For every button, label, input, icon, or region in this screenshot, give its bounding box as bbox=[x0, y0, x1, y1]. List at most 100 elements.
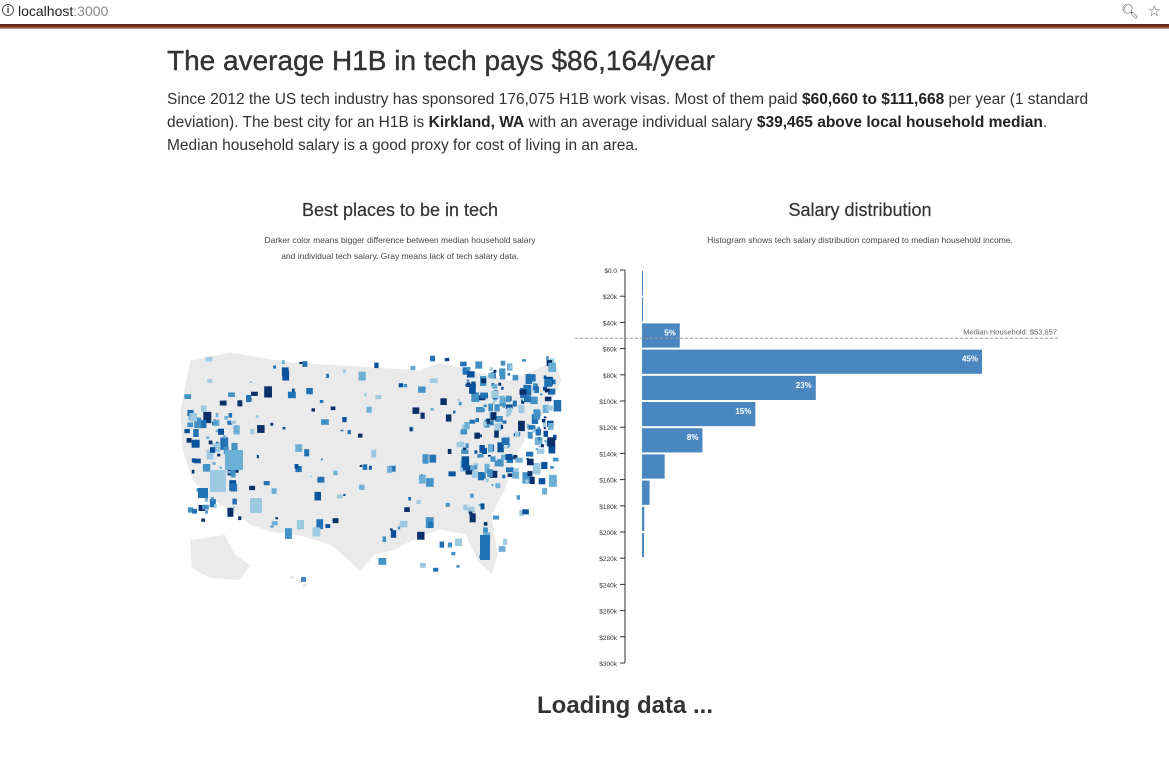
county-cell bbox=[255, 415, 259, 419]
county-cell bbox=[358, 371, 366, 381]
county-cell bbox=[294, 464, 299, 469]
county-cell bbox=[552, 457, 559, 462]
county-cell bbox=[273, 365, 276, 369]
county-cell bbox=[509, 365, 512, 369]
county-cell bbox=[465, 443, 469, 449]
county-cell bbox=[506, 446, 509, 449]
county-cell bbox=[527, 458, 534, 466]
county-cell bbox=[471, 392, 480, 402]
county-cell bbox=[489, 470, 498, 478]
county-cell bbox=[209, 499, 216, 508]
county-cell bbox=[471, 470, 479, 478]
county-cell bbox=[332, 518, 339, 524]
county-cell bbox=[403, 384, 408, 388]
county-cell bbox=[250, 429, 255, 435]
histogram-bar bbox=[642, 480, 650, 505]
county-cell bbox=[206, 449, 214, 460]
county-cell bbox=[408, 497, 411, 501]
county-cell bbox=[257, 425, 265, 433]
county-cell bbox=[489, 367, 493, 371]
county-cell bbox=[536, 448, 545, 454]
map-description: Darker color means bigger difference bet… bbox=[264, 235, 536, 261]
county-cell bbox=[543, 430, 548, 437]
county-cell bbox=[275, 517, 278, 520]
county-cell bbox=[469, 419, 476, 424]
county-cell bbox=[205, 356, 213, 362]
histogram-description: Histogram shows tech salary distribution… bbox=[707, 235, 1013, 245]
county-cell bbox=[522, 359, 526, 362]
county-cell bbox=[516, 495, 520, 500]
county-cell bbox=[502, 420, 507, 424]
county-cell bbox=[256, 455, 259, 459]
us-map[interactable] bbox=[170, 340, 570, 600]
county-cell bbox=[491, 390, 499, 399]
county-cell bbox=[456, 441, 465, 448]
county-cell bbox=[550, 379, 556, 385]
county-cell bbox=[502, 405, 505, 408]
county-cell bbox=[470, 493, 474, 498]
county-cell bbox=[547, 437, 556, 447]
county-cell bbox=[530, 396, 538, 405]
county-cell bbox=[512, 400, 517, 407]
county-cell bbox=[202, 464, 211, 472]
county-cell bbox=[215, 413, 219, 418]
county-cell bbox=[228, 413, 233, 418]
browser-address-bar[interactable]: i localhost:3000 🔍︎ ☆ bbox=[0, 0, 1169, 24]
county-cell bbox=[336, 494, 343, 499]
county-cell bbox=[522, 509, 529, 515]
county-cell bbox=[359, 465, 363, 467]
county-cell bbox=[546, 356, 549, 361]
county-cell bbox=[366, 406, 372, 413]
county-cell bbox=[532, 386, 539, 393]
county-cell bbox=[463, 504, 468, 511]
county-cell bbox=[364, 392, 367, 397]
county-cell bbox=[489, 421, 494, 426]
county-cell bbox=[194, 417, 202, 429]
salary-histogram: $0.0 $20k $40k $60k $80k $100k $120k $140k $160k… bbox=[575, 268, 1060, 668]
county-cell bbox=[518, 404, 525, 414]
county-cell bbox=[541, 461, 548, 470]
county-cell bbox=[507, 473, 514, 477]
county-cell bbox=[430, 408, 434, 411]
url-text[interactable]: localhost:3000 bbox=[18, 3, 109, 19]
county-cell bbox=[445, 414, 452, 422]
county-cell bbox=[282, 427, 286, 430]
county-cell bbox=[187, 507, 194, 513]
zoom-icon[interactable]: 🔍︎ bbox=[1121, 3, 1139, 19]
y-tick-label: $280k bbox=[599, 635, 617, 642]
star-icon[interactable]: ☆ bbox=[1147, 3, 1161, 20]
county-cell bbox=[264, 386, 272, 398]
county-cell bbox=[358, 433, 363, 438]
county-cell bbox=[503, 446, 506, 449]
county-cell bbox=[528, 425, 536, 430]
county-cell bbox=[487, 469, 493, 477]
county-cell bbox=[416, 500, 421, 504]
county-cell bbox=[520, 399, 524, 402]
county-cell bbox=[490, 456, 496, 462]
site-info-icon[interactable]: i bbox=[2, 4, 14, 16]
county-cell bbox=[184, 428, 190, 434]
county-cell bbox=[191, 458, 196, 463]
county-cell bbox=[475, 361, 483, 369]
county-cell bbox=[312, 527, 321, 537]
county-cell bbox=[374, 362, 379, 369]
county-cell bbox=[191, 439, 200, 448]
county-cell bbox=[492, 384, 498, 389]
county-cell bbox=[203, 411, 212, 424]
county-cell bbox=[231, 442, 238, 451]
county-cell bbox=[343, 369, 346, 374]
histogram-bar bbox=[642, 533, 644, 558]
county-cell bbox=[483, 421, 487, 427]
bar-label: 5% bbox=[664, 328, 676, 337]
y-tick-label: $260k bbox=[599, 609, 617, 616]
page-headline: The average H1B in tech pays $86,164/yea… bbox=[167, 45, 715, 76]
county-cell bbox=[326, 373, 329, 378]
y-tick-label: $0.0 bbox=[604, 268, 617, 275]
county-cell bbox=[474, 465, 477, 470]
county-cell bbox=[249, 381, 252, 383]
county-cell bbox=[198, 505, 206, 511]
county-cell bbox=[493, 369, 497, 373]
y-tick-label: $140k bbox=[599, 451, 617, 458]
county-cell bbox=[515, 457, 523, 463]
histogram-bar bbox=[642, 506, 645, 531]
